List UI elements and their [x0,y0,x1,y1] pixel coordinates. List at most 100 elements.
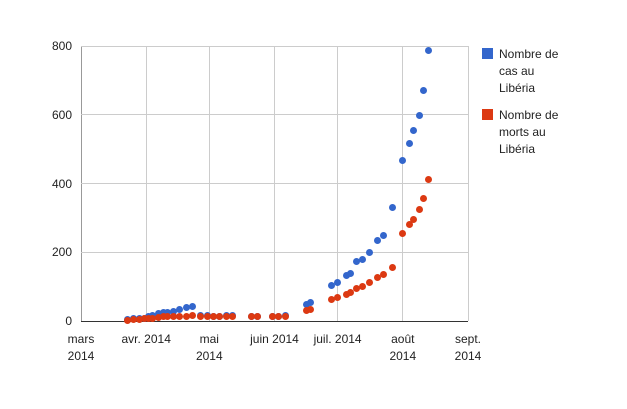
x-gridline [208,46,210,321]
death-data-point[interactable] [365,278,373,286]
chart-legend: Nombre de cas au Libéria Nombre de morts… [482,46,602,168]
legend-entry-cases: Nombre de cas au Libéria [482,46,602,97]
y-axis-tick-label: 800 [51,39,72,53]
case-data-point[interactable] [182,304,190,312]
death-data-point[interactable] [136,315,144,323]
plot-area: 0 200 400 600 800 mars 2014 avr. 2014 mai 2014 jui… [52,39,481,363]
death-data-point[interactable] [197,312,205,320]
case-data-point[interactable] [405,140,413,148]
x-axis-tick-label: mai 2014 [195,332,223,363]
case-data-point[interactable] [365,249,373,257]
case-data-point[interactable] [306,299,314,307]
death-data-point[interactable] [374,273,382,281]
death-data-point[interactable] [327,296,335,304]
death-data-point[interactable] [163,313,171,321]
case-data-point[interactable] [380,232,388,240]
death-data-point[interactable] [170,313,178,321]
case-data-point[interactable] [302,300,310,308]
death-data-point[interactable] [222,312,230,320]
death-data-point[interactable] [247,313,255,321]
death-data-point[interactable] [159,313,167,321]
death-data-point[interactable] [203,312,211,320]
death-data-point[interactable] [416,206,424,214]
x-axis-tick-label: août 2014 [389,332,417,363]
death-data-point[interactable] [176,313,184,321]
case-data-point[interactable] [353,258,361,266]
death-data-point[interactable] [342,291,350,299]
legend-label-line: Nombre de [499,47,559,61]
death-data-point[interactable] [140,315,148,323]
death-data-point[interactable] [281,312,289,320]
death-data-point[interactable] [380,271,388,279]
legend-label-line: Libéria [499,142,536,156]
x-axis-tick-label: juil. 2014 [313,332,362,346]
x-gridline [145,46,147,321]
y-axis-tick-label: 600 [51,107,72,122]
cases-legend-label: Nombre de cas au Libéria [499,46,558,97]
death-data-point[interactable] [155,314,163,322]
x-gridline [402,46,404,321]
death-data-point[interactable] [302,307,310,315]
legend-entry-deaths: Nombre de morts au Libéria [482,107,602,158]
death-data-point[interactable] [424,175,432,183]
death-data-point[interactable] [353,284,361,292]
case-data-point[interactable] [342,272,350,280]
y-axis-tick-label: 200 [51,245,72,260]
death-data-point[interactable] [306,306,314,314]
case-data-point[interactable] [346,270,354,278]
death-data-point[interactable] [388,263,396,271]
death-data-point[interactable] [399,229,407,237]
death-data-point[interactable] [123,316,131,324]
case-data-point[interactable] [420,87,428,95]
case-data-point[interactable] [170,307,178,315]
case-data-point[interactable] [163,308,171,316]
x-axis-tick-label: juin 2014 [250,332,299,346]
case-data-point[interactable] [399,156,407,164]
death-data-point[interactable] [405,220,413,228]
case-data-point[interactable] [188,303,196,311]
death-data-point[interactable] [216,313,224,321]
case-data-point[interactable] [327,281,335,289]
x-axis-baseline [81,321,468,322]
death-data-point[interactable] [275,313,283,321]
x-gridline [274,46,275,321]
death-data-point[interactable] [346,289,354,297]
case-data-point[interactable] [409,127,417,135]
case-data-point[interactable] [159,308,167,316]
x-axis-tick-label: sept. 2014 [454,332,482,363]
death-data-point[interactable] [228,312,236,320]
death-data-point[interactable] [210,313,217,321]
death-data-point[interactable] [268,313,276,321]
death-data-point[interactable] [420,195,428,203]
case-data-point[interactable] [334,279,342,286]
death-data-point[interactable] [359,282,367,290]
deaths-legend-label: Nombre de morts au Libéria [499,107,558,158]
death-data-point[interactable] [334,294,342,302]
x-axis-tick-label: mars 2014 [67,332,95,363]
legend-label-line: cas au [499,64,535,78]
legend-label-line: morts au [499,125,546,139]
x-axis-tick-label: avr. 2014 [121,332,171,346]
case-data-point[interactable] [359,256,367,264]
case-data-point[interactable] [424,47,432,55]
deaths-legend-swatch [482,109,493,120]
case-data-point[interactable] [176,306,184,314]
death-data-point[interactable] [254,313,262,321]
case-data-point[interactable] [374,237,382,245]
case-data-point[interactable] [416,111,424,119]
y-axis-tick-label: 0 [65,314,72,328]
death-data-point[interactable] [144,315,152,323]
y-axis-tick-label: 400 [51,176,72,191]
death-data-point[interactable] [149,315,156,323]
cases-legend-swatch [482,48,493,59]
death-data-point[interactable] [188,312,196,319]
case-data-point[interactable] [155,310,163,318]
legend-label-line: Libéria [499,81,536,95]
death-data-point[interactable] [182,312,190,320]
case-data-point[interactable] [388,204,396,212]
death-data-point[interactable] [130,316,138,324]
legend-label-line: Nombre de [499,108,559,122]
x-gridline [337,46,339,321]
death-data-point[interactable] [409,216,417,224]
